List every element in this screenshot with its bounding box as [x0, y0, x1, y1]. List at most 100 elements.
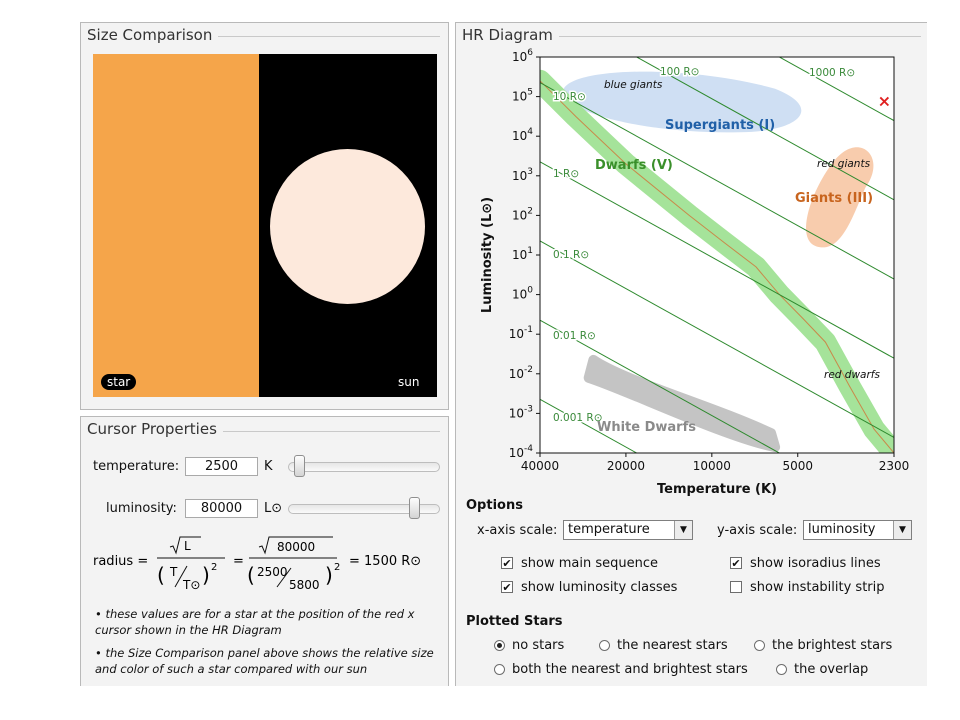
- size-comparison-panel: Size Comparison star sun: [80, 22, 449, 410]
- giants-label: Giants (III): [795, 191, 873, 206]
- x-axis-scale-select[interactable]: temperature ▼: [563, 520, 693, 540]
- y-tick-label: 100: [512, 286, 533, 302]
- isoradius-line: [540, 398, 638, 453]
- y-axis-scale-label: y-axis scale:: [717, 523, 798, 538]
- size-comparison-canvas: star sun: [93, 54, 437, 397]
- y-tick-label: 104: [512, 127, 533, 143]
- luminosity-slider-thumb[interactable]: [409, 497, 420, 519]
- brightest-stars-radio[interactable]: [754, 640, 765, 651]
- slash-2: [276, 567, 292, 588]
- isoradius-label: 10 R⊙: [553, 91, 586, 103]
- overlap-radio[interactable]: [776, 664, 787, 675]
- sqrt-sign: [169, 536, 201, 555]
- panel-divider: [91, 431, 440, 432]
- isoradius-line: [540, 319, 781, 453]
- isoradius-label: 1 R⊙: [553, 168, 579, 180]
- isoradius-line: [540, 161, 894, 359]
- radius-formula: radius = L ( T T⊙ ) 2 = 80000 ( 2500 580…: [93, 536, 421, 592]
- temperature-slider-thumb[interactable]: [294, 455, 305, 477]
- note-size-comparison: • the Size Comparison panel above shows …: [95, 646, 434, 676]
- nearest-stars-radio[interactable]: [599, 640, 610, 651]
- y-tick-label: 106: [512, 48, 533, 64]
- fraction-Tsun: T⊙: [182, 578, 200, 592]
- red-giants-label: red giants: [817, 158, 871, 170]
- cursor-marker: ×: [878, 91, 891, 110]
- supergiants-region: [563, 71, 802, 133]
- y-axis-scale-select[interactable]: luminosity ▼: [803, 520, 912, 540]
- no-stars-radio[interactable]: [494, 640, 505, 651]
- y-tick-label: 102: [512, 206, 533, 222]
- dwarfs-label: Dwarfs (V): [595, 158, 673, 173]
- fraction-L: L: [184, 539, 191, 553]
- white-dwarfs-label: White Dwarfs: [597, 420, 696, 435]
- plotted-stars-title: Plotted Stars: [466, 614, 563, 629]
- y-axis-scale-value: luminosity: [808, 522, 876, 537]
- hr-diagram-chart[interactable]: 1000 R⊙ 100 R⊙ 10 R⊙ 1 R⊙ 0.1 R⊙ 0.01 R⊙ 0.001…: [455, 40, 920, 505]
- red-dwarfs-label: red dwarfs: [824, 369, 880, 381]
- y-tick-label: 101: [512, 246, 533, 262]
- isoradius-checkbox[interactable]: ✔: [730, 557, 742, 570]
- fraction-T: T: [169, 565, 178, 579]
- sun-label: sun: [398, 375, 420, 389]
- nearest-stars-label[interactable]: the nearest stars: [617, 638, 728, 653]
- y-tick-label: 103: [512, 167, 533, 183]
- isoradius-label: 0.001 R⊙: [553, 412, 603, 424]
- main-sequence-checkbox[interactable]: ✔: [501, 557, 513, 570]
- panel-divider: [466, 36, 921, 37]
- isoradius-line: [540, 81, 894, 280]
- star-label: star: [101, 374, 137, 390]
- y-tick-label: 105: [512, 88, 533, 104]
- x-axis-scale-label: x-axis scale:: [477, 523, 558, 538]
- luminosity-unit: L⊙: [264, 501, 283, 516]
- isoradius-label: 1000 R⊙: [809, 67, 855, 79]
- temperature-unit: K: [264, 459, 273, 474]
- sun-disc: [270, 149, 425, 304]
- luminosity-label: luminosity:: [106, 501, 177, 516]
- y-tick-label: 10-2: [509, 365, 533, 381]
- y-tick-label: 10-4: [509, 444, 534, 460]
- both-stars-radio[interactable]: [494, 664, 505, 675]
- exponent-2b: 2: [334, 562, 340, 573]
- radius-label: radius =: [93, 554, 148, 569]
- main-sequence-label[interactable]: show main sequence: [521, 556, 658, 571]
- fraction-sun-temp: 5800: [289, 578, 320, 592]
- isoradius-label: 0.1 R⊙: [553, 249, 589, 261]
- main-sequence-line: [540, 80, 894, 453]
- giants-region: [806, 147, 874, 248]
- x-axis-scale-value: temperature: [568, 522, 650, 537]
- instability-strip-label[interactable]: show instability strip: [750, 580, 885, 595]
- luminosity-classes-label[interactable]: show luminosity classes: [521, 580, 678, 595]
- temperature-slider-track[interactable]: [288, 462, 440, 472]
- hr-diagram-title: HR Diagram: [462, 26, 559, 44]
- paren-close-2: ): [325, 563, 333, 587]
- x-tick-label: 5000: [782, 459, 813, 473]
- instability-strip-checkbox[interactable]: [730, 581, 742, 593]
- temperature-label: temperature:: [93, 459, 180, 474]
- x-tick-label: 20000: [607, 459, 645, 473]
- both-stars-label[interactable]: both the nearest and brightest stars: [512, 662, 748, 677]
- chevron-down-icon: ▼: [893, 521, 911, 539]
- isoradius-line: [635, 57, 894, 201]
- isoradius-line: [778, 57, 894, 122]
- fraction-lum-value: 80000: [277, 540, 315, 554]
- overlap-label[interactable]: the overlap: [794, 662, 869, 677]
- luminosity-input[interactable]: 80000: [185, 499, 258, 518]
- y-tick-label: 10-1: [509, 325, 533, 341]
- equals-sign: =: [233, 554, 244, 569]
- star-disc: [93, 54, 259, 397]
- note-cursor: • these values are for a star at the pos…: [95, 607, 415, 637]
- temperature-input[interactable]: 2500: [185, 457, 258, 476]
- y-tick-label: 10-3: [509, 404, 533, 420]
- luminosity-slider-track[interactable]: [288, 504, 440, 514]
- isoradius-label[interactable]: show isoradius lines: [750, 556, 881, 571]
- options-title: Options: [466, 498, 523, 513]
- size-comparison-title: Size Comparison: [87, 26, 219, 44]
- no-stars-label[interactable]: no stars: [512, 638, 565, 653]
- fraction-temp-value: 2500: [257, 565, 288, 579]
- brightest-stars-label[interactable]: the brightest stars: [772, 638, 893, 653]
- supergiants-label: Supergiants (I): [665, 118, 775, 133]
- paren-open-2: (: [247, 563, 255, 587]
- isoradius-line: [540, 240, 894, 439]
- luminosity-classes-checkbox[interactable]: ✔: [501, 581, 513, 594]
- x-tick-label: 10000: [693, 459, 731, 473]
